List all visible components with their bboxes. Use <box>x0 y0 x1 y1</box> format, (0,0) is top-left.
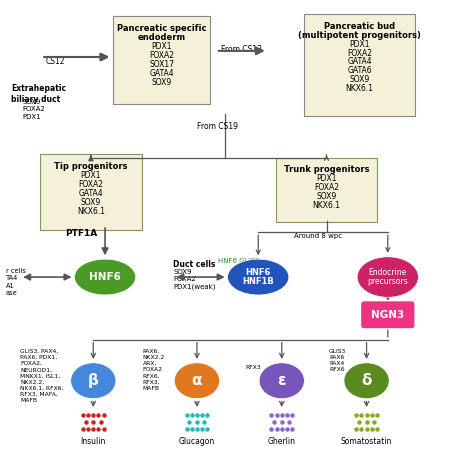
Text: FOXA2: FOXA2 <box>347 48 372 57</box>
Text: α: α <box>191 373 202 388</box>
Text: Insulin: Insulin <box>81 438 106 446</box>
Text: Somatostatin: Somatostatin <box>341 438 392 446</box>
Text: GATA4: GATA4 <box>149 69 174 78</box>
Text: Extrahepatic
biliary duct: Extrahepatic biliary duct <box>11 84 66 104</box>
Text: SOX9: SOX9 <box>152 78 172 87</box>
Ellipse shape <box>228 259 289 295</box>
Ellipse shape <box>259 363 304 399</box>
Ellipse shape <box>74 259 136 295</box>
Text: Around 8 wpc: Around 8 wpc <box>293 233 342 239</box>
Text: HNF6
HNF1B: HNF6 HNF1B <box>242 268 274 286</box>
Text: HNF6 GLIS3: HNF6 GLIS3 <box>218 258 260 264</box>
Text: PDX1: PDX1 <box>349 39 370 48</box>
Text: SOX9: SOX9 <box>349 75 370 84</box>
Text: Pancreatic specific: Pancreatic specific <box>117 24 206 33</box>
Text: GLIS3
PAX6
PAX4
RFX6: GLIS3 PAX6 PAX4 RFX6 <box>329 349 346 372</box>
Text: β: β <box>88 373 99 388</box>
Text: FOXA2: FOXA2 <box>314 183 339 192</box>
Text: HNF6: HNF6 <box>89 272 121 282</box>
Text: GATA4: GATA4 <box>347 57 372 66</box>
Text: CS12: CS12 <box>46 57 65 66</box>
Ellipse shape <box>344 363 389 399</box>
Text: Tip progenitors: Tip progenitors <box>54 162 128 171</box>
FancyBboxPatch shape <box>40 155 142 230</box>
Ellipse shape <box>357 257 419 297</box>
Text: PAX6,
NKX2.2
ARX,
FOXA2
RFX6,
RFX3,
MAFB: PAX6, NKX2.2 ARX, FOXA2 RFX6, RFX3, MAFB <box>143 349 165 391</box>
Text: RFX3: RFX3 <box>246 365 261 370</box>
Text: SOX9
FOXA2
PDX1(weak): SOX9 FOXA2 PDX1(weak) <box>173 269 216 290</box>
Text: NKX6.1: NKX6.1 <box>77 207 105 216</box>
Text: Pancreatic bud: Pancreatic bud <box>324 22 395 31</box>
FancyBboxPatch shape <box>276 158 377 222</box>
Text: GATA6: GATA6 <box>347 66 372 75</box>
FancyBboxPatch shape <box>360 301 415 329</box>
Text: GLIS3, PAX4,
PAX6, PDX1,
FOXA2,
NEUROD1,
MNKX1, ISL1,
NKX2.2,
NKX6.1, RFX6,
RFX3: GLIS3, PAX4, PAX6, PDX1, FOXA2, NEUROD1,… <box>20 349 64 403</box>
Text: PTF1A: PTF1A <box>65 228 98 237</box>
Text: FOXA2: FOXA2 <box>78 180 103 189</box>
Text: NKX6.1: NKX6.1 <box>312 201 340 210</box>
Text: Trunk progenitors: Trunk progenitors <box>284 165 369 174</box>
Text: Endocrine
precursors: Endocrine precursors <box>367 268 408 286</box>
Text: PDX1: PDX1 <box>316 174 337 183</box>
FancyBboxPatch shape <box>304 14 415 116</box>
Text: GATA4: GATA4 <box>79 189 103 198</box>
Text: (multipotent progenitors): (multipotent progenitors) <box>298 31 421 40</box>
Text: r cells
TA4
A1
ase: r cells TA4 A1 ase <box>6 268 26 296</box>
Text: PDX1: PDX1 <box>81 171 101 180</box>
Text: Gherlin: Gherlin <box>268 438 296 446</box>
Text: SOX17: SOX17 <box>149 60 174 69</box>
FancyBboxPatch shape <box>113 17 210 104</box>
Text: From CS13: From CS13 <box>220 45 262 54</box>
Text: NKX6.1: NKX6.1 <box>346 84 374 93</box>
Text: From CS19: From CS19 <box>197 121 238 130</box>
Text: SOX9
FOXA2
PDX1: SOX9 FOXA2 PDX1 <box>23 99 46 120</box>
Ellipse shape <box>174 363 219 399</box>
Text: NGN3: NGN3 <box>371 310 404 320</box>
Text: SOX9: SOX9 <box>81 198 101 207</box>
Ellipse shape <box>71 363 116 399</box>
Text: Duct cells: Duct cells <box>173 260 216 269</box>
Text: δ: δ <box>361 373 372 388</box>
Text: ε: ε <box>277 373 286 388</box>
Text: FOXA2: FOXA2 <box>149 51 174 60</box>
Text: Glucagon: Glucagon <box>179 438 215 446</box>
Text: PDX1: PDX1 <box>151 42 172 51</box>
Text: SOX9: SOX9 <box>317 192 337 201</box>
Text: endoderm: endoderm <box>137 33 186 42</box>
